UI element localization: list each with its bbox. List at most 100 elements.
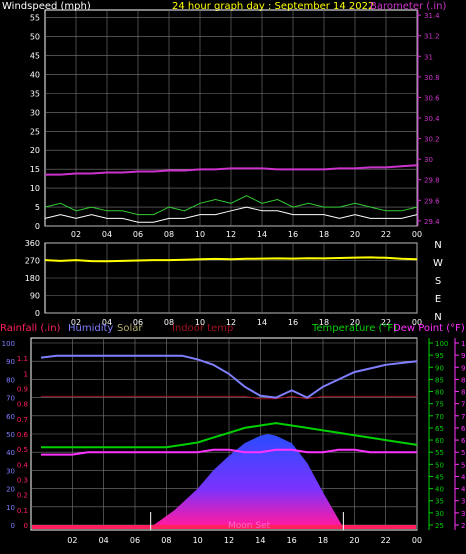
baro-tick-label: 31.4 bbox=[424, 12, 440, 20]
x-tick-label: 18 bbox=[319, 230, 329, 239]
wind-tick-label: 25 bbox=[30, 127, 40, 136]
panel-1-x-ticks: 02 04 06 08 10 12 14 16 18 20 22 00 bbox=[71, 230, 422, 239]
wind-tick-label: 35 bbox=[30, 89, 40, 98]
direction-tick-label: 270 bbox=[25, 257, 40, 266]
barometer-label: Barometer (.in) bbox=[370, 1, 446, 12]
barometer-axis-ticks: 29.4 29.6 29.8 30 30.2 30.4 30.6 30.8 31 31.2 31.4 bbox=[417, 10, 440, 226]
gust-line bbox=[44, 195, 418, 216]
chart-title: 24 hour graph day : September 14 2022 bbox=[172, 1, 374, 12]
wind-tick-label: 0 bbox=[35, 222, 40, 231]
direction-tick-label: 90 bbox=[30, 292, 40, 301]
x-tick-label: 16 bbox=[288, 318, 298, 327]
humidity-tick-label: 10 bbox=[6, 504, 15, 512]
rainfall-label: Rainfall (.in) bbox=[0, 323, 61, 334]
baro-tick-label: 30.8 bbox=[424, 74, 440, 82]
dew-point-axis-ticks: 25 30 35 40 45 50 55 60 65 70 75 80 85 90 95 100 bbox=[454, 338, 466, 530]
temperature-tick-label: 55 bbox=[435, 449, 444, 457]
x-tick-label: 06 bbox=[130, 536, 140, 545]
panel-2-x-ticks: 02 04 06 08 10 12 14 16 18 20 22 00 bbox=[71, 318, 422, 327]
rain-tick-label: 0.4 bbox=[17, 461, 29, 469]
x-tick-label: 10 bbox=[195, 318, 205, 327]
baro-tick-label: 29.8 bbox=[424, 177, 440, 185]
humidity-tick-label: 50 bbox=[6, 431, 15, 439]
humidity-label: Humidity bbox=[68, 323, 113, 334]
wind-direction-line bbox=[44, 256, 418, 263]
x-tick-label: 14 bbox=[257, 318, 267, 327]
x-tick-label: 12 bbox=[226, 318, 236, 327]
humidity-tick-label: 70 bbox=[6, 395, 15, 403]
compass-label: N bbox=[434, 240, 441, 251]
dew-point-label: Dew Point (°F) bbox=[393, 323, 465, 334]
windspeed-label: Windspeed (mph) bbox=[2, 1, 91, 12]
x-tick-label: 14 bbox=[257, 230, 267, 239]
direction-tick-label: 360 bbox=[25, 239, 40, 248]
humidity-tick-label: 90 bbox=[6, 358, 15, 366]
indoor-temp-line bbox=[41, 395, 417, 400]
temperature-tick-label: 60 bbox=[435, 437, 444, 445]
dew-tick-label: 85 bbox=[461, 376, 466, 384]
compass-label: E bbox=[435, 294, 441, 305]
humidity-axis-ticks: 0 10 20 30 40 50 60 70 80 90 100 bbox=[2, 340, 15, 530]
humidity-tick-label: 0 bbox=[11, 522, 15, 530]
compass-label: W bbox=[433, 258, 443, 269]
x-tick-label: 22 bbox=[381, 230, 391, 239]
x-tick-label: 16 bbox=[287, 536, 297, 545]
dew-tick-label: 80 bbox=[461, 389, 466, 397]
panel-1-grid bbox=[45, 10, 418, 227]
humidity-line bbox=[40, 354, 418, 399]
temperature-tick-label: 45 bbox=[435, 473, 444, 481]
rain-tick-label: 0.5 bbox=[17, 446, 28, 454]
baro-tick-label: 30 bbox=[424, 156, 433, 164]
wind-barometer-panel: 0 5 10 15 20 25 30 35 40 45 50 55 29.4 29.6 29.8 30 30.… bbox=[30, 9, 440, 239]
baro-tick-label: 30.2 bbox=[424, 136, 440, 144]
humidity-tick-label: 20 bbox=[6, 486, 15, 494]
temperature-label: Temperature (°F) bbox=[311, 323, 397, 334]
rain-tick-label: 0 bbox=[24, 522, 28, 530]
wind-tick-label: 5 bbox=[35, 203, 40, 212]
x-tick-label: 20 bbox=[350, 318, 360, 327]
rain-tick-label: 0.9 bbox=[17, 386, 28, 394]
wind-tick-label: 15 bbox=[30, 165, 40, 174]
panel-2-grid bbox=[45, 242, 418, 314]
baro-tick-label: 30.4 bbox=[424, 115, 440, 123]
x-tick-label: 02 bbox=[71, 230, 81, 239]
dew-tick-label: 55 bbox=[461, 449, 466, 457]
temperature-tick-label: 30 bbox=[435, 510, 444, 518]
baro-tick-label: 30.6 bbox=[424, 94, 440, 102]
humidity-tick-label: 40 bbox=[6, 449, 15, 457]
temperature-tick-label: 85 bbox=[435, 376, 444, 384]
panel-3-x-ticks: 02 04 06 08 10 12 14 16 18 20 22 00 bbox=[67, 536, 422, 545]
windspeed-line bbox=[44, 206, 418, 223]
dew-tick-label: 45 bbox=[461, 473, 466, 481]
dew-tick-label: 70 bbox=[461, 413, 466, 421]
humidity-tick-label: 30 bbox=[6, 467, 15, 475]
x-tick-label: 06 bbox=[133, 230, 143, 239]
temperature-tick-label: 95 bbox=[435, 352, 444, 360]
x-tick-label: 00 bbox=[412, 318, 422, 327]
dew-tick-label: 100 bbox=[461, 340, 466, 348]
rain-tick-label: 1.1 bbox=[17, 355, 28, 363]
dew-tick-label: 50 bbox=[461, 461, 466, 469]
temperature-tick-label: 25 bbox=[435, 522, 444, 530]
x-tick-label: 04 bbox=[99, 536, 109, 545]
dew-tick-label: 25 bbox=[461, 522, 466, 530]
x-tick-label: 08 bbox=[161, 536, 171, 545]
dew-tick-label: 30 bbox=[461, 510, 466, 518]
x-tick-label: 00 bbox=[412, 230, 422, 239]
x-tick-label: 22 bbox=[381, 536, 391, 545]
rainfall-bar bbox=[32, 525, 416, 529]
wind-axis-ticks: 0 5 10 15 20 25 30 35 40 45 50 55 bbox=[30, 14, 40, 231]
temperature-tick-label: 75 bbox=[435, 401, 444, 409]
rain-tick-label: 1 bbox=[24, 370, 28, 378]
x-tick-label: 04 bbox=[102, 318, 112, 327]
temperature-axis-ticks: 25 30 35 40 45 50 55 60 65 70 75 80 85 90 95 100 bbox=[428, 338, 448, 530]
solar-label: Solar bbox=[117, 323, 143, 334]
rain-tick-label: 0.6 bbox=[17, 431, 29, 439]
dew-point-line bbox=[41, 448, 417, 456]
temperature-tick-label: 70 bbox=[435, 413, 444, 421]
x-tick-label: 08 bbox=[164, 230, 174, 239]
humidity-tick-label: 80 bbox=[6, 376, 15, 384]
